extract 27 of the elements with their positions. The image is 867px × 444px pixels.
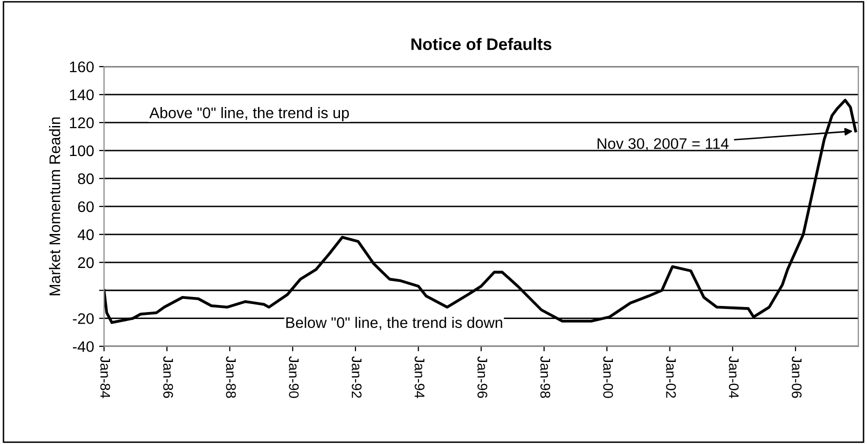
chart-title: Notice of Defaults [411,38,552,50]
x-tick-label: Jan-98 [540,356,550,398]
y-tick-label: 60 [78,201,94,212]
y-tick-label: -20 [72,313,94,324]
y-tick-label: 80 [78,173,94,184]
x-tick-label: Jan-86 [163,356,174,398]
annotation: Nov 30, 2007 = 114 [598,138,729,151]
y-tick-label: 40 [78,229,94,240]
x-tick-label: Jan-00 [603,356,614,398]
y-tick-label: 160 [70,61,94,72]
y-tick-label: 120 [70,117,94,128]
x-tick-label: Jan-96 [477,356,488,398]
y-tick-label: -40 [72,341,94,352]
x-tick-label: Jan-06 [792,356,802,398]
annotation: Above "0" line, the trend is up [149,107,349,122]
y-tick-label: 20 [78,257,94,268]
x-tick-label: Jan-84 [100,356,110,398]
x-tick-label: Jan-02 [666,356,676,398]
x-tick-label: Jan-04 [728,356,739,398]
annotation: Below "0" line, the trend is down [286,316,502,330]
x-tick-label: Jan-90 [288,356,299,398]
y-axis-title: Market Momentum Readin [49,117,60,296]
x-tick-label: Jan-92 [352,356,362,398]
x-tick-label: Jan-94 [414,356,424,398]
y-tick-label: 140 [70,89,94,100]
y-tick-label: 100 [70,145,94,156]
x-tick-label: Jan-88 [226,356,236,398]
